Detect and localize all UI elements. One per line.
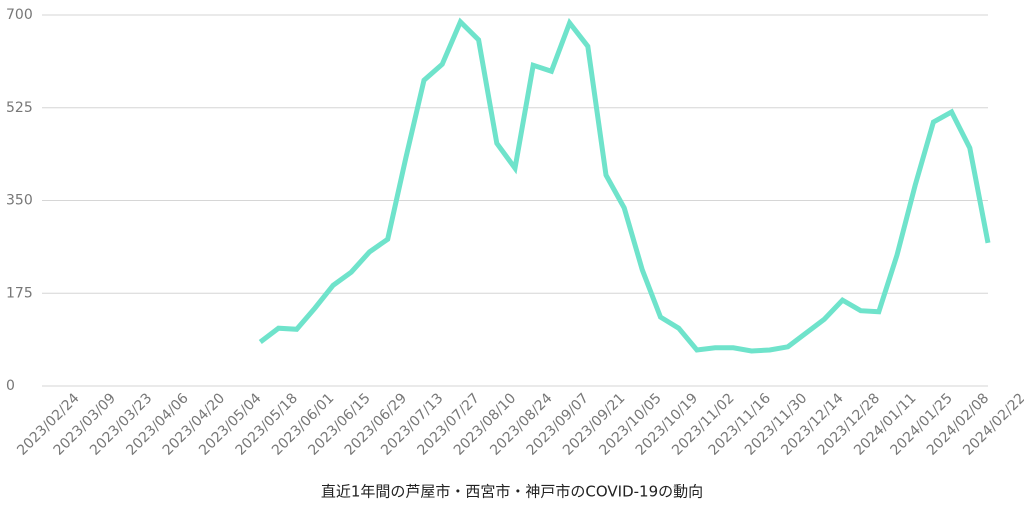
y-tick-label: 350 <box>6 193 33 209</box>
chart-title: 直近1年間の芦屋市・西宮市・神戸市のCOVID-19の動向 <box>321 483 703 501</box>
y-tick-label: 700 <box>6 7 33 23</box>
y-tick-label: 175 <box>6 285 33 301</box>
data-line <box>258 17 991 354</box>
y-tick-label: 525 <box>6 100 33 116</box>
y-tick-label: 0 <box>6 378 15 394</box>
